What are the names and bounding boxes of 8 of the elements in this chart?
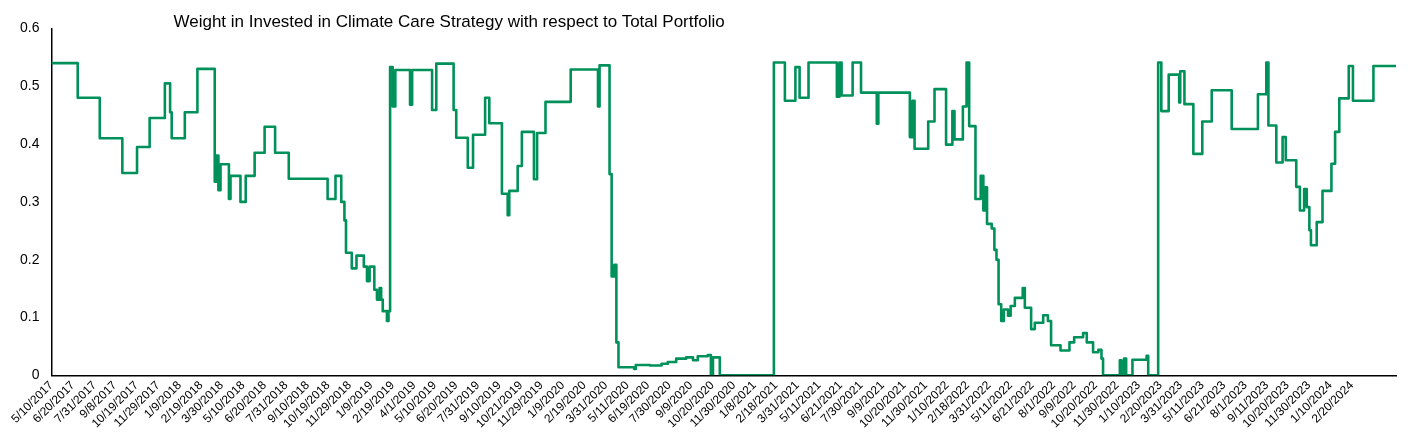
y-tick-label: 0.5 [19, 77, 40, 94]
y-tick-label: 0.4 [19, 134, 40, 151]
y-tick-label: 0.3 [19, 192, 40, 209]
y-tick-label: 0 [31, 366, 40, 383]
y-tick-label: 0.1 [19, 308, 40, 325]
y-tick-label: 0.2 [19, 250, 40, 267]
chart-title: Weight in Invested in Climate Care Strategy with respect to Total Portfolio [173, 11, 725, 31]
y-tick-label: 0.6 [19, 19, 40, 36]
